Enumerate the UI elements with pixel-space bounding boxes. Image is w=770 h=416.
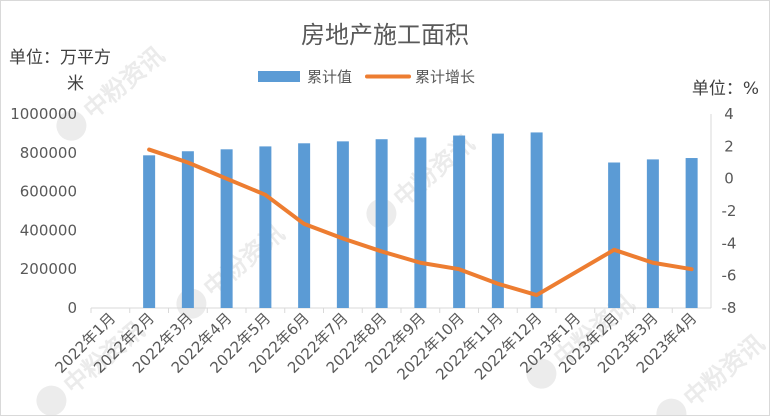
bar <box>646 159 659 308</box>
legend: 累计值 累计增长 <box>258 68 475 86</box>
right-axis-tick-label: -2 <box>722 202 737 220</box>
line-point <box>497 283 499 285</box>
left-axis-tick-label: 800000 <box>20 144 77 162</box>
left-axis-tick-label: 200000 <box>20 260 77 278</box>
right-axis-tick-label: -4 <box>722 234 737 252</box>
svg-text:中粉资讯: 中粉资讯 <box>388 129 480 212</box>
line-point <box>226 178 228 180</box>
axes: 0 200000 400000 600000 800000 1000000 -8 -6 -4 -2… <box>10 105 736 384</box>
bar <box>685 158 698 308</box>
line-point <box>691 268 693 270</box>
left-axis-unit-line1: 单位：万平方 <box>9 48 111 68</box>
line-point <box>652 262 654 264</box>
bar <box>414 137 427 308</box>
legend-line-label: 累计增长 <box>415 68 475 86</box>
left-axis-tick-label: 0 <box>67 299 77 317</box>
bar <box>530 132 543 308</box>
line-point <box>458 268 460 270</box>
bar <box>143 155 156 308</box>
line-point <box>303 223 305 225</box>
bar <box>375 139 388 308</box>
right-axis-tick-label: 2 <box>724 137 734 155</box>
line-point <box>148 149 150 151</box>
line-series <box>147 147 694 298</box>
left-axis-tick-label: 600000 <box>20 183 77 201</box>
line-point <box>613 249 615 251</box>
svg-text:中粉资讯: 中粉资讯 <box>198 219 290 302</box>
right-axis-tick-label: 0 <box>724 170 734 188</box>
bar <box>608 162 621 308</box>
svg-text:中粉资讯: 中粉资讯 <box>678 329 769 412</box>
left-axis-unit-line2: 米 <box>67 74 84 94</box>
line-point <box>264 194 266 196</box>
line-point <box>419 262 421 264</box>
line-point <box>381 250 383 252</box>
bar <box>336 141 349 308</box>
line-point <box>187 162 189 163</box>
right-axis-tick-label: -8 <box>722 299 737 317</box>
left-axis-tick-label: 400000 <box>20 221 77 239</box>
bar <box>181 151 194 308</box>
bar <box>453 135 466 308</box>
right-axis-unit: 单位：% <box>692 79 759 99</box>
bar-series <box>143 132 698 308</box>
left-axis-tick-label: 1000000 <box>10 105 77 123</box>
chart-title: 房地产施工面积 <box>301 21 469 49</box>
legend-bar-label: 累计值 <box>307 68 352 86</box>
bar <box>491 133 504 308</box>
bar <box>259 146 272 308</box>
right-axis-tick-label: -6 <box>722 267 737 285</box>
line-point <box>536 294 538 296</box>
bar <box>220 149 233 308</box>
line-point <box>342 237 344 239</box>
legend-bar-swatch <box>258 71 300 82</box>
right-axis-tick-label: 4 <box>724 105 734 123</box>
growth-line <box>147 147 694 298</box>
